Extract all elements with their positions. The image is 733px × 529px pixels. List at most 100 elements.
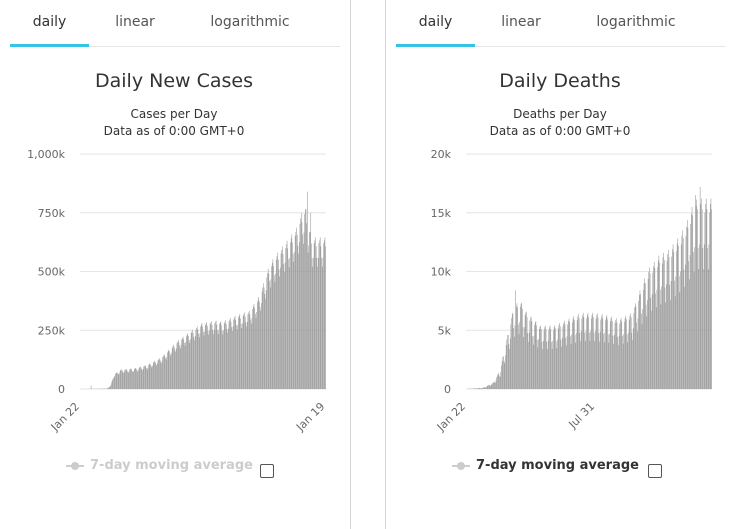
bar <box>586 314 588 389</box>
bar <box>513 327 514 389</box>
bar <box>203 331 204 389</box>
bar <box>202 326 203 389</box>
bar <box>507 335 509 389</box>
bar <box>161 360 163 389</box>
bar <box>199 333 201 389</box>
bar <box>691 213 692 389</box>
bar <box>135 367 136 389</box>
bar <box>203 335 205 389</box>
bar <box>705 198 707 389</box>
bar <box>481 388 483 389</box>
bar <box>254 307 255 389</box>
bar <box>576 320 578 389</box>
bar <box>119 372 120 389</box>
legend-label: 7-day moving average <box>476 458 639 473</box>
bar <box>125 368 127 389</box>
bar <box>621 321 623 389</box>
bar <box>194 340 195 389</box>
bar <box>559 323 560 389</box>
bar <box>626 319 627 389</box>
moving-average-checkbox[interactable] <box>260 464 274 478</box>
bar <box>664 259 665 389</box>
bar <box>247 314 249 389</box>
bar <box>198 337 200 389</box>
bar <box>516 306 517 389</box>
bar <box>491 383 493 389</box>
bar <box>294 251 295 389</box>
bar <box>250 319 251 389</box>
bar <box>150 366 152 389</box>
bar <box>543 330 545 389</box>
bar <box>168 349 170 389</box>
bar <box>532 336 533 389</box>
bar <box>611 320 613 389</box>
bar <box>277 252 278 389</box>
tab-logarithmic[interactable]: logarithmic <box>576 14 696 46</box>
bar <box>186 334 188 389</box>
bar <box>706 209 708 389</box>
bar <box>240 323 242 389</box>
bar <box>207 330 209 389</box>
bar <box>226 328 228 389</box>
bar <box>166 356 168 389</box>
bar <box>206 322 207 389</box>
bar <box>272 259 274 389</box>
legend-line-marker-icon <box>66 460 84 472</box>
bar <box>192 332 194 389</box>
chart-tabs: daily linear logarithmic <box>10 0 340 47</box>
bar <box>599 331 601 389</box>
bar <box>516 303 518 389</box>
bar <box>205 323 207 389</box>
tab-linear[interactable]: linear <box>486 14 556 46</box>
bar <box>685 236 687 389</box>
moving-average-checkbox[interactable] <box>648 464 662 478</box>
bar <box>538 339 539 389</box>
bar <box>201 323 203 389</box>
bar <box>529 320 531 389</box>
bar <box>592 312 593 389</box>
bar <box>268 273 270 389</box>
bar <box>131 369 132 389</box>
bar <box>278 269 280 389</box>
bar <box>142 368 144 389</box>
legend-item-moving-average[interactable]: 7-day moving average <box>452 458 639 473</box>
bar <box>495 382 496 389</box>
bar <box>163 354 165 389</box>
tab-linear[interactable]: linear <box>100 14 170 46</box>
bar <box>668 249 669 389</box>
bar <box>666 284 667 389</box>
bar <box>522 326 524 389</box>
bar <box>144 365 146 389</box>
y-tick-label: 1,000k <box>27 148 65 161</box>
tab-daily[interactable]: daily <box>10 14 89 47</box>
bar <box>144 365 145 389</box>
bar <box>679 292 681 389</box>
bar <box>683 269 685 389</box>
bar <box>649 267 650 389</box>
bar <box>536 325 537 389</box>
legend-item-moving-average[interactable]: 7-day moving average <box>66 458 253 473</box>
bar <box>668 257 670 389</box>
bar <box>633 313 635 389</box>
bar <box>274 282 276 389</box>
bar <box>662 256 664 389</box>
bar <box>184 345 186 389</box>
bar <box>138 367 140 389</box>
bar <box>188 339 190 389</box>
bar <box>524 314 526 389</box>
bar <box>500 372 502 389</box>
bar <box>649 273 651 389</box>
bar <box>628 332 629 389</box>
bar <box>575 342 577 389</box>
bar <box>136 370 138 389</box>
bar <box>497 375 498 389</box>
bar <box>511 312 513 389</box>
tab-daily[interactable]: daily <box>396 14 475 47</box>
bar <box>654 267 656 389</box>
bar <box>113 377 115 389</box>
bar <box>640 294 641 389</box>
bar <box>127 372 129 389</box>
bar <box>302 234 303 389</box>
tab-logarithmic[interactable]: logarithmic <box>190 14 310 46</box>
bar <box>563 320 565 389</box>
